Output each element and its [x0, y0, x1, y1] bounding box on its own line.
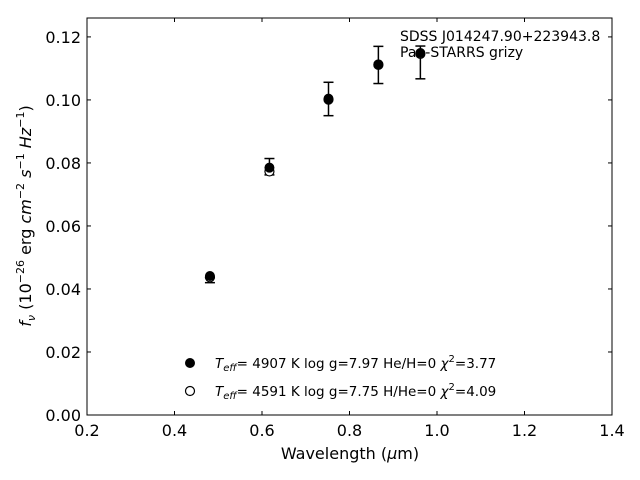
model-point-filled [264, 162, 275, 173]
x-tick-label: 0.2 [74, 421, 99, 440]
model-point-filled [373, 59, 384, 70]
y-tick-label: 0.02 [45, 343, 81, 362]
legend-entry-2: Teff= 4591 K log g=7.75 H/He=0 χ2=4.09 [215, 382, 496, 402]
y-axis-title: fν (10−26 erg cm−2 s−1 Hz−1) [14, 105, 38, 326]
annotation-survey: Pan-STARRS grizy [400, 45, 523, 61]
model-point-filled [204, 271, 215, 282]
annotation-object-name: SDSS J014247.90+223943.8 [400, 29, 600, 45]
y-tick-label: 0.08 [45, 154, 81, 173]
model-point-filled [415, 47, 426, 58]
legend-entry-1: Teff= 4907 K log g=7.97 He/H=0 χ2=3.77 [215, 354, 496, 374]
y-tick-label: 0.06 [45, 217, 81, 236]
x-tick-label: 1.2 [512, 421, 537, 440]
plot-area: 0.2 0.4 0.6 0.8 1.0 1.2 1.4 0.00 0.02 0.04 0.06 0.0… [45, 17, 625, 440]
x-tick-label: 0.6 [249, 421, 274, 440]
y-tick-label: 0.12 [45, 28, 81, 47]
legend: Teff= 4907 K log g=7.97 He/H=0 χ2=3.77 T… [184, 354, 496, 402]
legend-marker-filled [185, 358, 195, 368]
y-tick-label: 0.00 [45, 406, 81, 425]
legend-marker-open [184, 385, 196, 397]
x-tick-label: 0.8 [337, 421, 362, 440]
x-axis-title: Wavelength (μm) [281, 444, 419, 463]
x-tick-label: 1.0 [424, 421, 449, 440]
x-tick-label: 0.4 [162, 421, 187, 440]
model-point-filled [323, 93, 334, 104]
x-tick-label: 1.4 [599, 421, 624, 440]
y-tick-label: 0.10 [45, 91, 81, 110]
y-tick-label: 0.04 [45, 280, 81, 299]
